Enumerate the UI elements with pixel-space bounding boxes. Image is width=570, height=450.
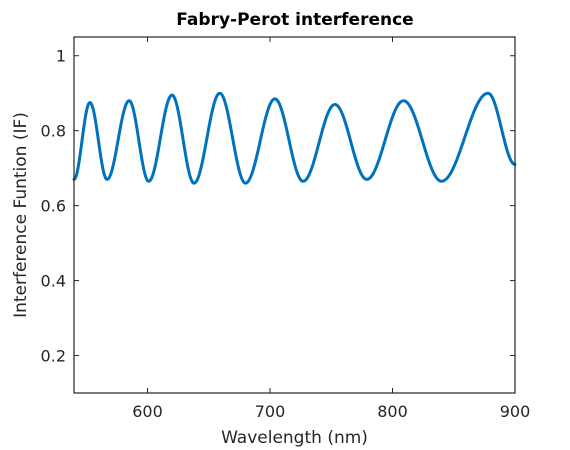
plot-area bbox=[74, 37, 515, 393]
y-tick-label: 1 bbox=[56, 47, 66, 66]
chart-title: Fabry-Perot interference bbox=[176, 10, 413, 30]
x-tick-label: 600 bbox=[132, 402, 163, 421]
plot-frame bbox=[73, 36, 516, 394]
x-axis-label: Wavelength (nm) bbox=[221, 428, 368, 448]
y-tick-label: 0.8 bbox=[41, 122, 66, 141]
series-line bbox=[72, 91, 517, 185]
x-tick-label: 800 bbox=[377, 402, 408, 421]
x-tick-label: 900 bbox=[500, 402, 531, 421]
y-tick-label: 0.4 bbox=[41, 272, 66, 291]
series-layer bbox=[72, 91, 517, 185]
y-axis-ticks: 0.2 0.4 0.6 0.8 1 bbox=[41, 47, 515, 366]
y-tick-label: 0.6 bbox=[41, 197, 66, 216]
x-axis-ticks: 600 700 800 900 bbox=[132, 37, 530, 421]
y-tick-label: 0.2 bbox=[41, 347, 66, 366]
y-axis-label: Interference Funtion (IF) bbox=[11, 112, 31, 318]
x-tick-label: 700 bbox=[255, 402, 286, 421]
